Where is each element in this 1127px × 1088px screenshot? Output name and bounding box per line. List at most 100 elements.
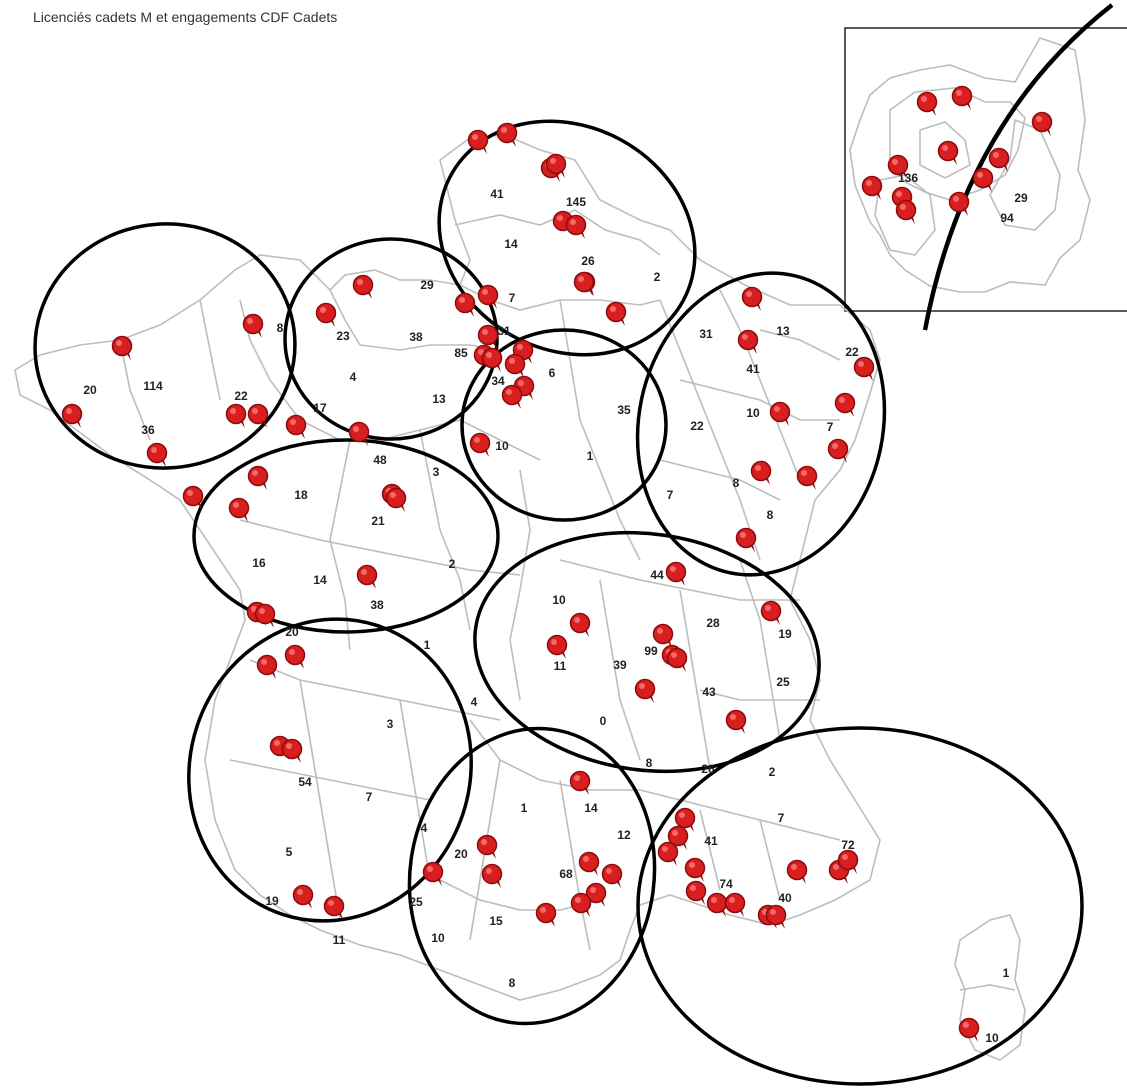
map-count-label: 1 [587, 449, 594, 463]
map-pin-icon [958, 1017, 980, 1042]
map-count-label: 10 [495, 439, 509, 453]
zone-paca-corse [636, 726, 1084, 1086]
map-count-label: 13 [432, 392, 446, 406]
map-pin-icon [605, 301, 627, 326]
map-pin-icon [988, 147, 1010, 172]
zone-paris [460, 328, 668, 522]
map-count-label: 22 [845, 345, 859, 359]
map-count-label: 74 [719, 877, 733, 891]
map-count-label: 6 [549, 366, 556, 380]
zone-midi-pyrenees [407, 726, 657, 1026]
department-borders [14, 134, 1026, 1061]
map-count-label: 20 [285, 625, 299, 639]
map-count-label: 8 [733, 476, 740, 490]
map-pin-icon [569, 770, 591, 795]
map-pin-icon [765, 904, 787, 929]
zone-ellipses [33, 119, 1084, 1086]
map-pin-icon [735, 527, 757, 552]
map-count-label: 41 [490, 187, 504, 201]
map-count-label: 8 [509, 976, 516, 990]
map-count-label: 8 [767, 508, 774, 522]
map-pin-icon [565, 214, 587, 239]
map-pin-icon [477, 284, 499, 309]
zone-arc-idf [922, 3, 1114, 331]
map-count-label: 54 [298, 775, 312, 789]
map-count-label: 3 [387, 717, 394, 731]
map-count-label: 41 [746, 362, 760, 376]
map-count-label: 68 [559, 867, 573, 881]
marker-layer [61, 85, 1053, 1042]
map-count-label: 16 [252, 556, 266, 570]
map-count-label: 7 [366, 790, 373, 804]
map-count-label: 29 [420, 278, 434, 292]
map-count-label: 3 [433, 465, 440, 479]
map-count-label: 34 [491, 374, 505, 388]
map-count-label: 10 [552, 593, 566, 607]
map-pin-icon [501, 384, 523, 409]
map-count-label: 8 [277, 321, 284, 335]
map-count-label: 10 [985, 1031, 999, 1045]
map-count-label: 7 [778, 811, 785, 825]
map-pin-icon [951, 85, 973, 110]
map-count-label: 41 [704, 834, 718, 848]
map-pin-icon [652, 623, 674, 648]
map-pin-icon [146, 442, 168, 467]
map-count-label: 38 [409, 330, 423, 344]
map-count-label: 35 [617, 403, 631, 417]
map-count-label: 26 [701, 762, 715, 776]
map-pin-icon [837, 849, 859, 874]
map-pin-icon [535, 902, 557, 927]
map-count-label: 36 [141, 423, 155, 437]
map-pin-icon [247, 465, 269, 490]
map-pin-icon [725, 709, 747, 734]
zone-nord [437, 119, 697, 357]
map-pin-icon [760, 600, 782, 625]
map-count-label: 4 [350, 370, 357, 384]
map-count-label: 18 [294, 488, 308, 502]
map-pin-icon [504, 353, 526, 378]
map-pin-icon [674, 807, 696, 832]
map-pin-icon [861, 175, 883, 200]
zone-rhone-alpes [473, 530, 821, 774]
map-count-label: 7 [667, 488, 674, 502]
map-pin-icon [916, 91, 938, 116]
map-count-label: 11 [333, 933, 346, 947]
map-pin-icon [724, 892, 746, 917]
map-count-label: 1 [521, 801, 528, 815]
map-pin-icon [256, 654, 278, 679]
map-count-label: 4 [471, 695, 478, 709]
map-count-label: 136 [898, 171, 918, 185]
map-pin-icon [769, 401, 791, 426]
map-pin-icon [741, 286, 763, 311]
map-pin-icon [546, 634, 568, 659]
map-count-label: 2 [654, 270, 661, 284]
map-pin-icon [937, 140, 959, 165]
map-pin-icon [684, 857, 706, 882]
map-pin-icon [948, 191, 970, 216]
map-count-label: 14 [504, 237, 518, 251]
map-count-label: 48 [373, 453, 387, 467]
inset-frame [844, 27, 1127, 312]
map-count-label: 15 [489, 914, 503, 928]
map-pin-icon [467, 129, 489, 154]
map-count-label: 13 [776, 324, 790, 338]
map-pin-icon [247, 403, 269, 428]
map-count-label: 85 [454, 346, 468, 360]
map-count-label: 0 [600, 714, 607, 728]
map-pin-icon [422, 861, 444, 886]
map-pin-icon [454, 292, 476, 317]
map-pin-icon [887, 154, 909, 179]
map-title: Licenciés cadets M et engagements CDF Ca… [33, 9, 338, 25]
map-pin-icon [315, 302, 337, 327]
map-pin-icon [323, 895, 345, 920]
map-count-label: 26 [581, 254, 595, 268]
map-count-label: 2 [769, 765, 776, 779]
map-pin-icon [476, 834, 498, 859]
map-pin-icon [685, 880, 707, 905]
map-count-label: 22 [234, 389, 248, 403]
map-count-label: 31 [699, 327, 713, 341]
map-pin-icon [469, 432, 491, 457]
map-pin-icon [796, 465, 818, 490]
